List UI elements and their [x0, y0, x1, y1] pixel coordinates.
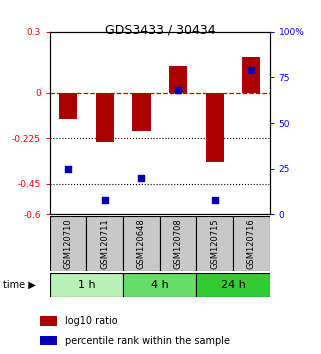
Text: time ▶: time ▶	[3, 280, 36, 290]
Bar	[123, 216, 160, 271]
Point	[176, 87, 181, 93]
Text: percentile rank within the sample: percentile rank within the sample	[65, 336, 230, 346]
Text: 1 h: 1 h	[78, 280, 95, 290]
Bar	[96, 93, 114, 142]
Bar	[40, 336, 56, 346]
Point	[212, 197, 217, 202]
Text: 4 h: 4 h	[151, 280, 169, 290]
Point	[139, 175, 144, 181]
Text: GSM120648: GSM120648	[137, 218, 146, 269]
Text: GSM120708: GSM120708	[174, 218, 183, 269]
Text: GSM120715: GSM120715	[210, 218, 219, 269]
Bar	[242, 57, 260, 93]
Bar	[86, 216, 123, 271]
Bar	[169, 66, 187, 93]
Point	[65, 166, 71, 171]
Bar	[50, 273, 123, 297]
Text: GSM120716: GSM120716	[247, 218, 256, 269]
Bar	[196, 216, 233, 271]
Bar	[132, 93, 151, 131]
Bar	[40, 316, 56, 326]
Text: GSM120711: GSM120711	[100, 218, 109, 269]
Point	[102, 197, 107, 202]
Bar	[59, 93, 77, 119]
Bar	[123, 273, 196, 297]
Text: log10 ratio: log10 ratio	[65, 316, 117, 326]
Bar	[160, 216, 196, 271]
Text: GDS3433 / 30434: GDS3433 / 30434	[105, 23, 216, 36]
Bar	[50, 216, 86, 271]
Bar	[233, 216, 270, 271]
Text: GSM120710: GSM120710	[64, 218, 73, 269]
Bar	[196, 273, 270, 297]
Bar	[205, 93, 224, 161]
Point	[249, 67, 254, 73]
Text: 24 h: 24 h	[221, 280, 246, 290]
